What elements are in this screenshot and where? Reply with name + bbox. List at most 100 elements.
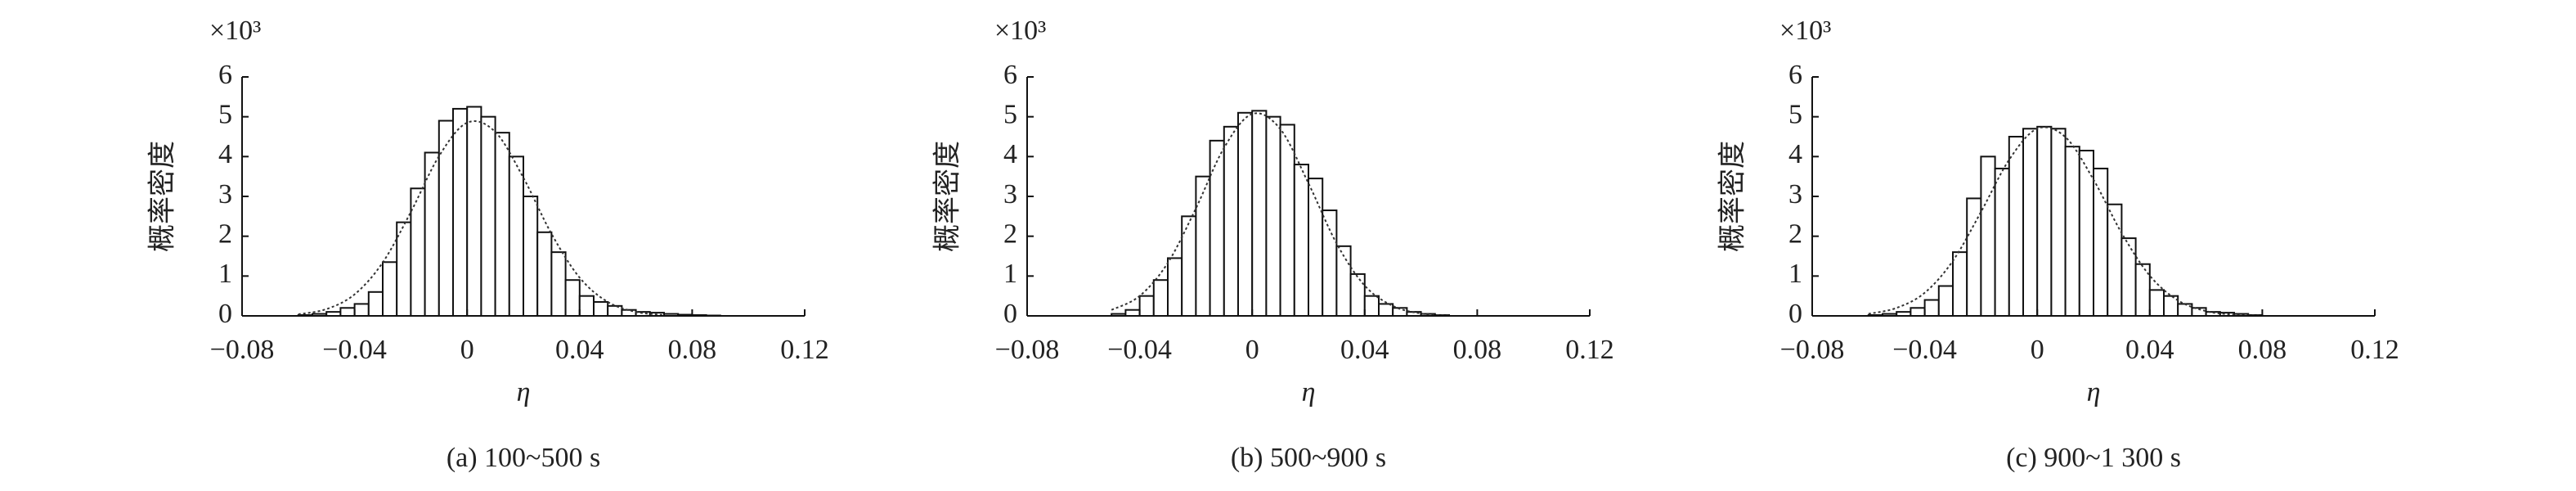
y-tick-label: 4 [1788, 139, 1802, 169]
x-tick-label: −0.08 [995, 335, 1060, 365]
caption: (b) 500~900 s [1231, 443, 1386, 473]
bar [2163, 295, 2179, 317]
y-tick-label: 4 [1003, 139, 1017, 169]
y-tick-label: 5 [1788, 99, 1802, 129]
x-tick-label: 0.04 [555, 335, 604, 365]
y-axis-label: 概率密度 [931, 141, 964, 252]
caption: (a) 100~500 s [447, 443, 600, 473]
x-tick-label: 0 [460, 335, 474, 365]
multiplier: ×10³ [994, 16, 1046, 46]
bar [410, 187, 426, 317]
bar [1181, 215, 1197, 318]
x-tick-label: 0.08 [668, 335, 717, 365]
bar [2036, 125, 2053, 317]
bar [1237, 111, 1254, 317]
bar [1952, 251, 1968, 317]
bar [1322, 209, 1338, 317]
y-tick-label: 3 [1003, 179, 1017, 209]
y-tick-label: 1 [1788, 259, 1802, 289]
bar [2134, 263, 2151, 318]
bar [1966, 197, 1982, 317]
bar [424, 151, 440, 317]
y-tick-label: 1 [1003, 259, 1017, 289]
bar [564, 279, 581, 318]
bar [1265, 115, 1281, 317]
x-tick-label: 0.04 [2125, 335, 2174, 365]
bar [1251, 110, 1268, 317]
bar [1980, 155, 1996, 317]
y-tick-label: 4 [218, 139, 232, 169]
bar [523, 196, 539, 317]
bar [382, 261, 398, 317]
bar [1923, 299, 1940, 317]
x-tick-label: 0 [2031, 335, 2044, 365]
bar [2148, 289, 2165, 318]
bar [1279, 124, 1295, 317]
x-tick-label: 0 [1245, 335, 1259, 365]
y-axis-label: 概率密度 [1717, 141, 1749, 252]
bar [1209, 139, 1225, 317]
x-axis-label: η [517, 377, 531, 408]
x-tick-label: −0.04 [322, 335, 387, 365]
x-tick-label: −0.04 [1892, 335, 1957, 365]
y-tick-label: 0 [218, 299, 232, 329]
y-tick-label: 0 [1788, 299, 1802, 329]
x-tick-label: 0.04 [1340, 335, 1389, 365]
bar [2107, 203, 2123, 317]
bar [1223, 125, 1240, 317]
y-tick-label: 3 [218, 179, 232, 209]
x-axis-label: η [1302, 377, 1316, 408]
y-tick-label: 6 [1788, 60, 1802, 90]
bar [452, 107, 469, 317]
y-tick-label: 3 [1788, 179, 1802, 209]
x-tick-label: 0.12 [2350, 335, 2399, 365]
bar [367, 291, 384, 317]
bar [578, 295, 595, 317]
bar [1195, 175, 1211, 317]
x-tick-label: 0.08 [1453, 335, 1502, 365]
fit-curve [1868, 126, 2263, 317]
y-tick-label: 0 [1003, 299, 1017, 329]
y-tick-label: 6 [1003, 60, 1017, 90]
bar [550, 251, 567, 317]
bar [536, 231, 553, 317]
bar [593, 300, 609, 318]
x-axis-label: η [2087, 377, 2101, 408]
x-tick-label: −0.04 [1107, 335, 1172, 365]
bar [1124, 309, 1141, 318]
y-axis-label: 概率密度 [146, 141, 179, 252]
multiplier: ×10³ [1779, 16, 1831, 46]
bar [2064, 146, 2080, 317]
bar [2050, 128, 2067, 317]
bar [1994, 167, 2010, 317]
bar [466, 106, 482, 317]
x-tick-label: −0.08 [1780, 335, 1845, 365]
bar [1349, 273, 1366, 317]
y-tick-label: 5 [218, 99, 232, 129]
y-tick-label: 5 [1003, 99, 1017, 129]
bar [607, 304, 623, 318]
multiplier: ×10³ [209, 16, 261, 46]
bar [1937, 285, 1954, 317]
bar [1152, 279, 1169, 318]
bar [353, 303, 370, 317]
bar [508, 155, 524, 317]
x-tick-label: 0.12 [780, 335, 829, 365]
y-tick-label: 1 [218, 259, 232, 289]
bar [1293, 164, 1310, 317]
bar [1363, 295, 1380, 317]
bar [1167, 257, 1183, 317]
y-tick-label: 2 [1003, 218, 1017, 249]
bar [2120, 237, 2137, 318]
bar [339, 307, 356, 317]
y-tick-label: 6 [218, 60, 232, 90]
bar [1138, 295, 1155, 317]
fit-curve [298, 120, 665, 317]
y-tick-label: 2 [1788, 218, 1802, 249]
x-tick-label: 0.12 [1565, 335, 1614, 365]
bar [438, 119, 454, 317]
fit-curve [1111, 112, 1450, 317]
bar [480, 115, 496, 317]
bar [2008, 136, 2025, 317]
caption: (c) 900~1 300 s [2006, 443, 2181, 473]
